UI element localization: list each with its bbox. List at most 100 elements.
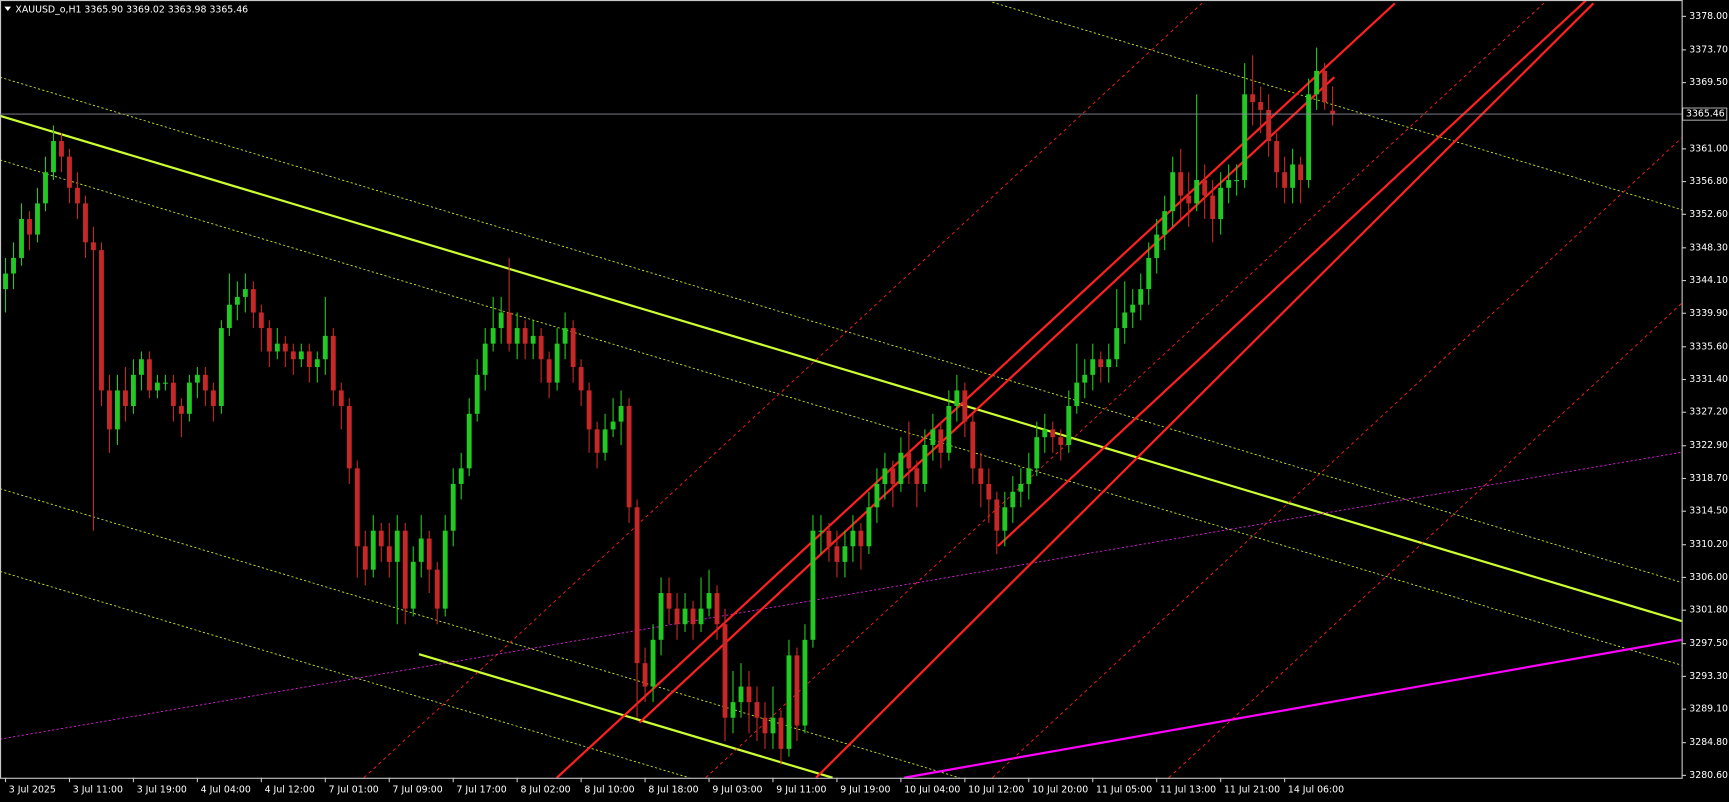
candle-body	[1226, 180, 1232, 188]
candle-body	[898, 452, 904, 484]
candle-body	[138, 359, 144, 375]
plot-frame	[0, 0, 1683, 779]
candle-body	[778, 717, 784, 749]
candle-body	[986, 483, 992, 500]
y-tick-label: 3306.00	[1689, 572, 1728, 583]
candle-body	[1114, 328, 1120, 360]
candle-body	[394, 530, 400, 562]
candle-body	[1202, 180, 1208, 196]
y-tick-label: 3318.70	[1689, 473, 1728, 484]
current-price-label: 3365.46	[1686, 109, 1725, 120]
channel-line	[0, 488, 960, 779]
trend-line	[0, 451, 1682, 740]
candle-body	[514, 328, 520, 344]
candle-body	[866, 507, 872, 547]
candle-body	[91, 242, 96, 251]
candle-body	[1242, 94, 1248, 181]
candle-body	[930, 429, 936, 445]
y-tick-label: 3310.20	[1689, 539, 1728, 550]
candle-body	[1250, 94, 1256, 103]
candle-body	[1330, 110, 1336, 115]
y-tick-label: 3289.10	[1689, 704, 1728, 715]
candle-body	[330, 335, 336, 391]
candle-body	[634, 507, 640, 664]
candle-body	[67, 156, 72, 188]
y-tick-label: 3331.40	[1689, 374, 1728, 385]
candle-body	[962, 390, 968, 422]
candle-body	[402, 530, 408, 609]
candle-body	[954, 390, 960, 407]
candle-body	[314, 359, 320, 368]
candle-body	[522, 328, 528, 344]
candle-body	[1210, 195, 1216, 219]
candle-body	[818, 530, 824, 532]
candle-body	[498, 312, 504, 329]
y-tick-label: 3293.30	[1689, 671, 1728, 682]
y-tick-label: 3322.90	[1689, 440, 1728, 451]
y-tick-label: 3284.80	[1689, 737, 1728, 748]
candle-body	[1082, 374, 1088, 383]
candle-body	[1154, 234, 1160, 258]
candle-body	[218, 328, 224, 407]
x-tick-label: 8 Jul 02:00	[520, 784, 570, 795]
y-tick-label: 3301.80	[1689, 605, 1728, 616]
candle-body	[35, 203, 40, 235]
y-tick-label: 3344.10	[1689, 275, 1728, 286]
candle-body	[202, 374, 208, 391]
candle-body	[466, 413, 472, 469]
candle-body	[178, 406, 184, 414]
candle-body	[1138, 289, 1144, 305]
candle-body	[210, 390, 216, 407]
candle-body	[354, 468, 360, 547]
y-tick-label: 3314.50	[1689, 506, 1728, 517]
candle-body	[530, 335, 536, 344]
candle-body	[970, 421, 976, 469]
x-tick-label: 9 Jul 03:00	[712, 784, 762, 795]
chart-title: XAUUSD_o,H1 3365.90 3369.02 3363.98 3365…	[15, 4, 248, 15]
channel-line	[0, 571, 690, 779]
candle-body	[450, 483, 456, 531]
candle-body	[842, 546, 848, 562]
candle-body	[75, 187, 80, 204]
menu-arrow[interactable]	[4, 6, 12, 12]
candle-body	[1074, 382, 1080, 407]
candle-body	[1282, 172, 1288, 188]
x-tick-label: 4 Jul 04:00	[201, 784, 251, 795]
candle-body	[1090, 359, 1096, 375]
candle-body	[754, 702, 760, 718]
candle-body	[810, 530, 816, 640]
candle-body	[274, 343, 280, 352]
candle-body	[19, 218, 24, 258]
candle-body	[882, 468, 888, 484]
candle-body	[242, 289, 248, 297]
candle-body	[714, 593, 720, 625]
candle-body	[322, 335, 328, 360]
candle-body	[746, 686, 752, 703]
candle-body	[1146, 257, 1152, 290]
x-tick-label: 11 Jul 05:00	[1096, 784, 1152, 795]
candle-body	[1034, 437, 1040, 469]
candle-body	[858, 530, 864, 547]
candle-body	[1010, 491, 1016, 508]
x-tick-label: 7 Jul 17:00	[457, 784, 507, 795]
candle-body	[1322, 70, 1328, 103]
trend-line	[0, 114, 1682, 623]
y-tick-label: 3297.50	[1689, 638, 1728, 649]
regression-line	[556, 2, 1396, 779]
x-tick-label: 7 Jul 01:00	[329, 784, 379, 795]
candle-body	[674, 608, 680, 625]
candle-body	[834, 546, 840, 562]
candle-body	[874, 483, 880, 508]
y-tick-label: 3378.00	[1689, 11, 1728, 22]
y-tick-label: 3348.30	[1689, 242, 1728, 253]
candle-body	[27, 218, 32, 235]
candle-body	[1106, 359, 1112, 368]
y-tick-label: 3352.60	[1689, 209, 1728, 220]
candle-body	[658, 593, 664, 640]
candle-body	[1130, 304, 1136, 313]
candle-body	[99, 250, 104, 391]
candle-body	[458, 468, 464, 484]
candle-body	[802, 639, 808, 726]
regression-line	[815, 2, 1595, 779]
candle-body	[3, 273, 8, 290]
